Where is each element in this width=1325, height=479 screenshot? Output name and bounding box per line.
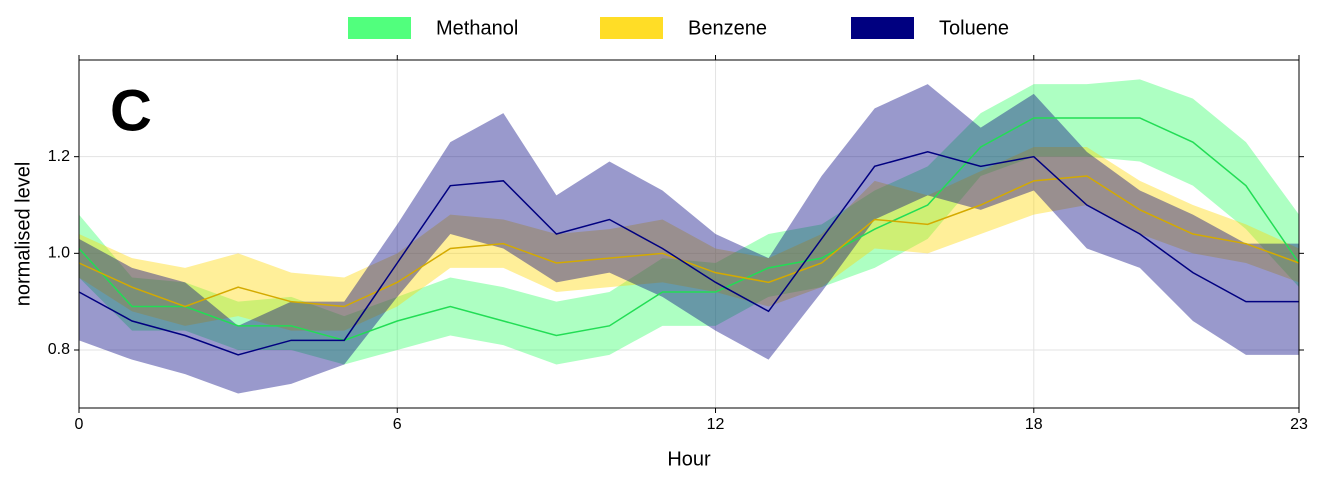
legend-label: Benzene — [688, 17, 767, 39]
legend-key — [600, 17, 663, 39]
plot-frame — [78, 59, 1300, 409]
series-line — [78, 175, 1300, 308]
legend-label: Methanol — [436, 17, 518, 39]
x-tick-label: 23 — [1290, 416, 1308, 433]
legend-key — [348, 17, 411, 39]
panel-label: C — [110, 78, 152, 143]
legend: Methanol Benzene Toluene — [348, 17, 1009, 39]
bands — [79, 79, 1299, 394]
y-axis-label: normalised level — [12, 162, 34, 307]
x-tick-label: 18 — [1025, 416, 1043, 433]
series-line — [78, 117, 1300, 342]
x-tick-label: 12 — [707, 416, 725, 433]
confidence-band — [79, 147, 1299, 331]
confidence-band — [79, 79, 1299, 365]
confidence-band — [79, 84, 1299, 394]
x-axis-label: Hour — [667, 448, 711, 470]
lines — [78, 117, 1300, 356]
y-tick-label: 1.0 — [48, 245, 70, 262]
legend-key — [851, 17, 914, 39]
x-tick-label: 0 — [75, 416, 84, 433]
y-tick-label: 0.8 — [48, 341, 70, 358]
y-tick-label: 1.2 — [48, 148, 70, 165]
legend-label: Toluene — [939, 17, 1009, 39]
x-tick-label: 6 — [393, 416, 402, 433]
series-line — [78, 151, 1299, 356]
